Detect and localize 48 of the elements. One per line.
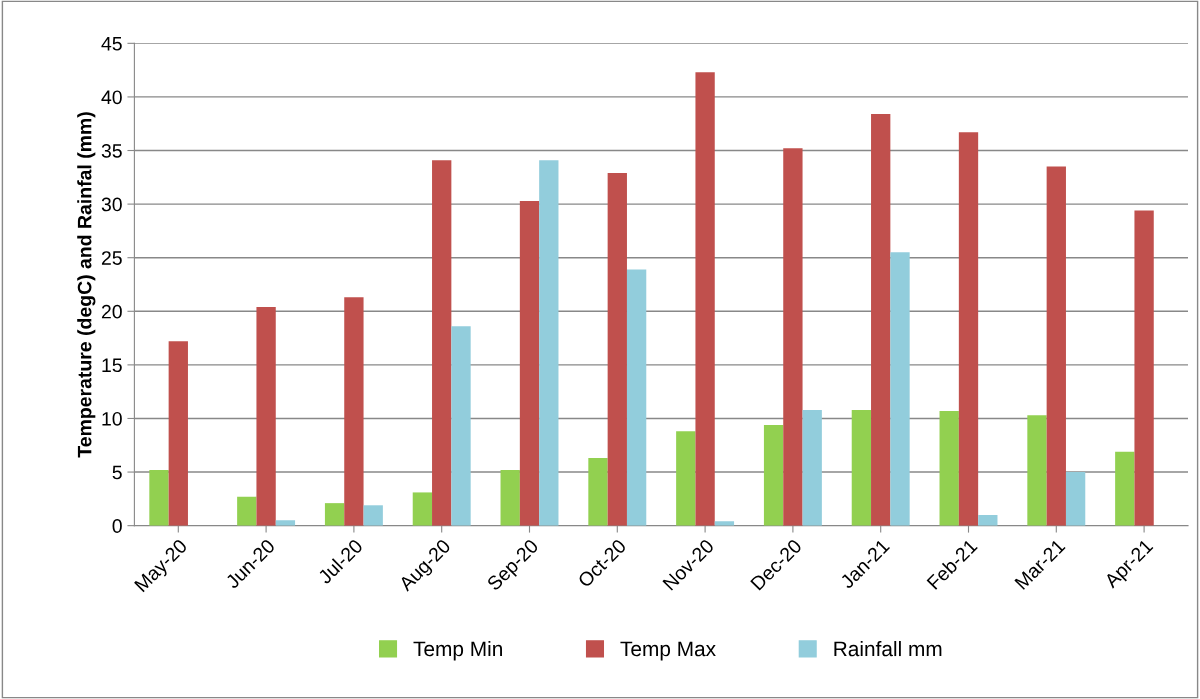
bar (237, 496, 257, 526)
y-tick-label: 0 (112, 519, 122, 533)
y-tick-label: 20 (101, 304, 122, 319)
legend-label: Rainfall mm (834, 640, 942, 657)
bar (978, 514, 998, 526)
bar (871, 114, 891, 526)
y-axis-title: Temperature (degC) and Rainfal (mm) (77, 112, 96, 458)
y-tick-label: 15 (102, 358, 122, 373)
y-tick-label: 10 (102, 411, 122, 426)
bar (939, 410, 959, 526)
bar (344, 297, 364, 526)
bar (256, 307, 276, 526)
bar (676, 431, 696, 526)
bar (324, 503, 345, 526)
bar (588, 458, 608, 526)
bar (363, 505, 383, 526)
bar (539, 160, 559, 526)
bar (1027, 415, 1047, 526)
bar (695, 72, 715, 526)
legend-label: Temp Min (413, 640, 502, 661)
y-tick-label: 45 (101, 37, 122, 51)
bar (168, 341, 188, 526)
bar (500, 469, 520, 526)
y-tick-label: 40 (101, 90, 122, 105)
bar (626, 269, 647, 526)
bar (802, 409, 822, 526)
bar (412, 492, 433, 526)
y-tick-label: 25 (101, 251, 122, 265)
bar (958, 132, 979, 526)
bar (432, 160, 452, 526)
y-tick-label: 35 (101, 143, 122, 158)
bar (1046, 166, 1066, 526)
bar (275, 520, 296, 526)
y-tick-label: 5 (112, 465, 122, 480)
bar (149, 469, 169, 526)
bar (607, 173, 627, 526)
bar (714, 521, 735, 526)
bar (1115, 451, 1135, 526)
y-tick-label: 30 (101, 197, 122, 212)
bar (851, 409, 872, 526)
bar (451, 326, 471, 526)
bar (763, 424, 784, 526)
bar (1065, 472, 1086, 526)
legend-label: Temp Max (620, 641, 716, 661)
bar (519, 200, 540, 526)
bar (1134, 210, 1154, 526)
bar (890, 252, 910, 526)
bar (783, 148, 803, 526)
